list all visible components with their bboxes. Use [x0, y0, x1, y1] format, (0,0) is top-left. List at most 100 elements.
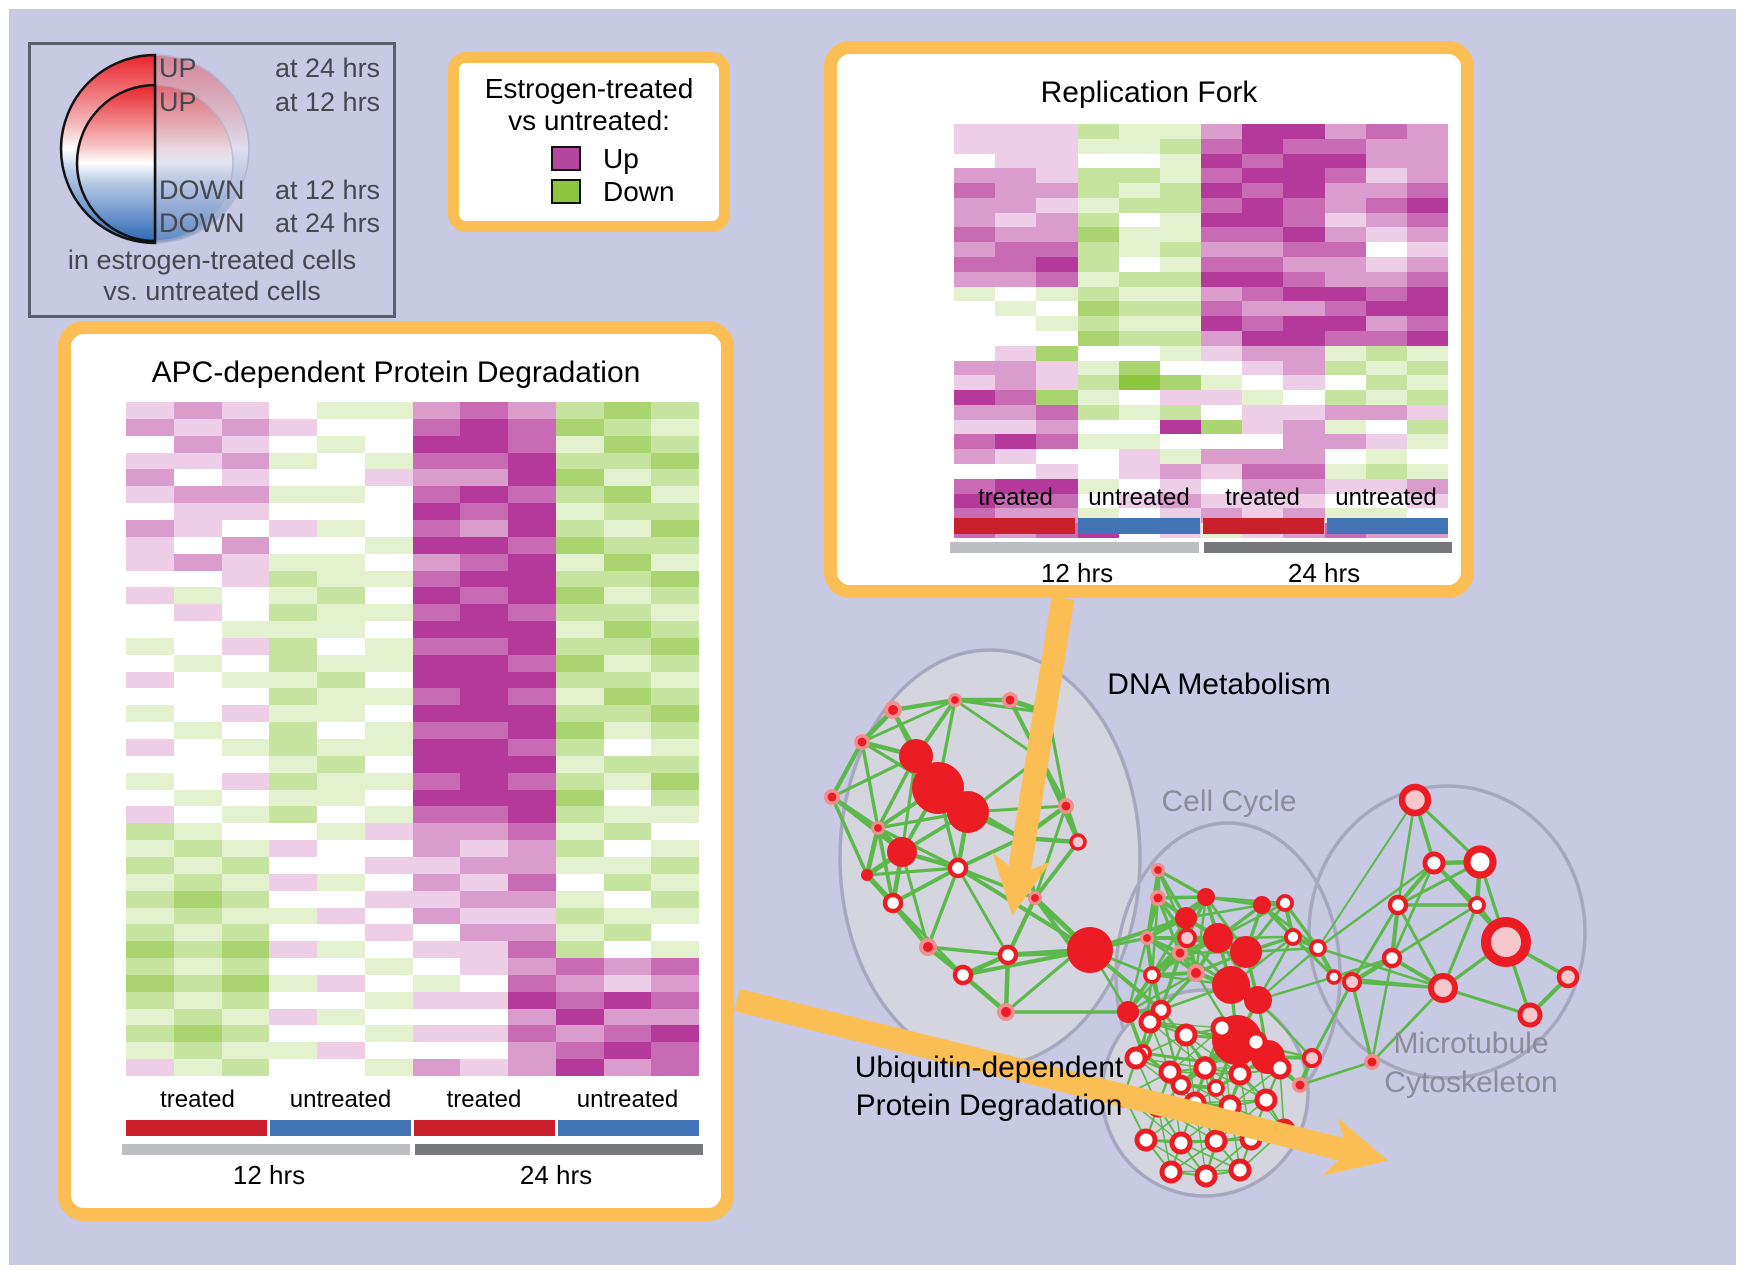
heatmap-cell — [412, 435, 461, 453]
network-node-solid — [1203, 923, 1233, 953]
heatmap-cell — [1118, 404, 1160, 420]
heatmap-cell — [1324, 360, 1366, 376]
heatmap-cell — [1242, 493, 1284, 509]
heatmap-cell — [1406, 434, 1448, 450]
network-edge — [1194, 896, 1208, 974]
heatmap-cell — [317, 536, 365, 554]
heatmap-cell — [1118, 478, 1160, 494]
heatmap-cell — [1159, 360, 1201, 376]
heatmap-cell — [317, 570, 365, 588]
network-edge — [1396, 904, 1445, 989]
heatmap-cell — [1365, 404, 1407, 420]
heatmap-cell — [364, 553, 413, 571]
heatmap-cell — [603, 654, 652, 672]
heatmap-cell — [221, 789, 270, 807]
heatmap-cell — [1201, 271, 1243, 287]
heatmap-cell — [269, 519, 317, 537]
network-edge — [1350, 981, 1374, 1063]
heatmap-cell — [317, 991, 365, 1009]
heatmap-cell — [555, 486, 604, 504]
heatmap-cell — [269, 418, 317, 436]
heatmap-cell — [1324, 419, 1366, 435]
heatmap-cell — [1036, 286, 1078, 302]
ring-time-label: at 24 hrs — [275, 208, 381, 238]
heatmap-cell — [221, 553, 270, 571]
heatmap-cell — [269, 452, 317, 470]
heatmap-cell — [1283, 360, 1325, 376]
heatmap-cell — [508, 890, 556, 908]
heatmap-cell — [364, 637, 413, 655]
heatmap-cell — [460, 772, 508, 790]
heatmap-cell — [508, 1008, 556, 1026]
heatmap-cell — [364, 907, 413, 925]
ring-dir-label: UP — [159, 53, 197, 83]
heatmap-cell — [1242, 330, 1284, 346]
heatmap-cell — [126, 536, 174, 554]
heatmap-cell — [555, 1059, 604, 1076]
heatmap-cell — [1283, 434, 1325, 450]
heatmap-cell — [364, 671, 413, 689]
heatmap-cell — [173, 739, 222, 756]
heatmap-cell — [1406, 478, 1448, 494]
heatmap-cell — [1283, 375, 1325, 391]
rf-label-untreated-12: untreated — [1088, 484, 1190, 511]
heatmap-cell — [364, 890, 413, 908]
network-node-ring — [1422, 851, 1446, 875]
heatmap-cell — [508, 469, 556, 487]
heatmap-cell — [603, 536, 652, 554]
network-node-halo-core — [827, 792, 837, 802]
heatmap-cell — [555, 772, 604, 790]
heatmap-cell — [126, 1025, 174, 1043]
heatmap-cell — [555, 924, 604, 942]
heatmap-cell — [555, 755, 604, 773]
heatmap-cell — [603, 873, 652, 891]
network-node-halo-core — [874, 824, 882, 832]
heatmap-cell — [221, 435, 270, 453]
heatmap-cell — [651, 772, 699, 790]
heatmap-cell — [651, 587, 699, 605]
network-edge — [1142, 1051, 1206, 1064]
network-edge — [1371, 987, 1444, 1063]
network-node-ring — [1158, 1060, 1182, 1084]
heatmap-cell — [1118, 124, 1160, 139]
heatmap-cell — [1283, 419, 1325, 435]
heatmap-cell — [555, 536, 604, 554]
heatmap-cell — [1406, 168, 1448, 184]
heatmap-cell — [995, 197, 1037, 213]
heatmap-cell — [954, 271, 996, 287]
heatmap-cell — [1159, 153, 1201, 169]
panel-title-replication-fork: Replication Fork — [1040, 76, 1258, 109]
heatmap-cell — [1283, 464, 1325, 479]
heatmap-cell — [1159, 183, 1201, 198]
heatmap-cell — [173, 604, 222, 622]
heatmap-cell — [412, 503, 461, 520]
heatmap-cell — [555, 856, 604, 874]
heatmap-cell — [1159, 404, 1201, 420]
network-node-ring — [1468, 896, 1486, 914]
heatmap-cell — [1324, 286, 1366, 302]
ring-legend-caption-line2: vs. untreated cells — [103, 276, 321, 306]
heatmap-cell — [173, 755, 222, 773]
heatmap-cell — [173, 806, 222, 824]
heatmap-cell — [1283, 478, 1325, 494]
heatmap-cell — [1283, 449, 1325, 465]
heatmap-cell — [1159, 345, 1201, 361]
heatmap-cell — [995, 153, 1037, 169]
heatmap-cell — [1283, 390, 1325, 405]
heatmap-cell — [603, 806, 652, 824]
heatmap-cell — [954, 434, 996, 450]
heatmap-cell — [1365, 375, 1407, 391]
heatmap-cell — [460, 604, 508, 622]
heatmap-cell — [412, 519, 461, 537]
heatmap-cell — [1077, 212, 1119, 228]
heatmap-cell — [1242, 153, 1284, 169]
heatmap-cell — [603, 705, 652, 723]
heatmap-cell — [1406, 360, 1448, 376]
heatmap-cell — [1118, 271, 1160, 287]
heatmap-cell — [221, 688, 270, 706]
heatmap-cell — [1242, 138, 1284, 154]
heatmap-cell — [508, 991, 556, 1009]
heatmap-cell — [173, 654, 222, 672]
network-node-ring — [1159, 1160, 1183, 1184]
heatmap-cell — [651, 654, 699, 672]
